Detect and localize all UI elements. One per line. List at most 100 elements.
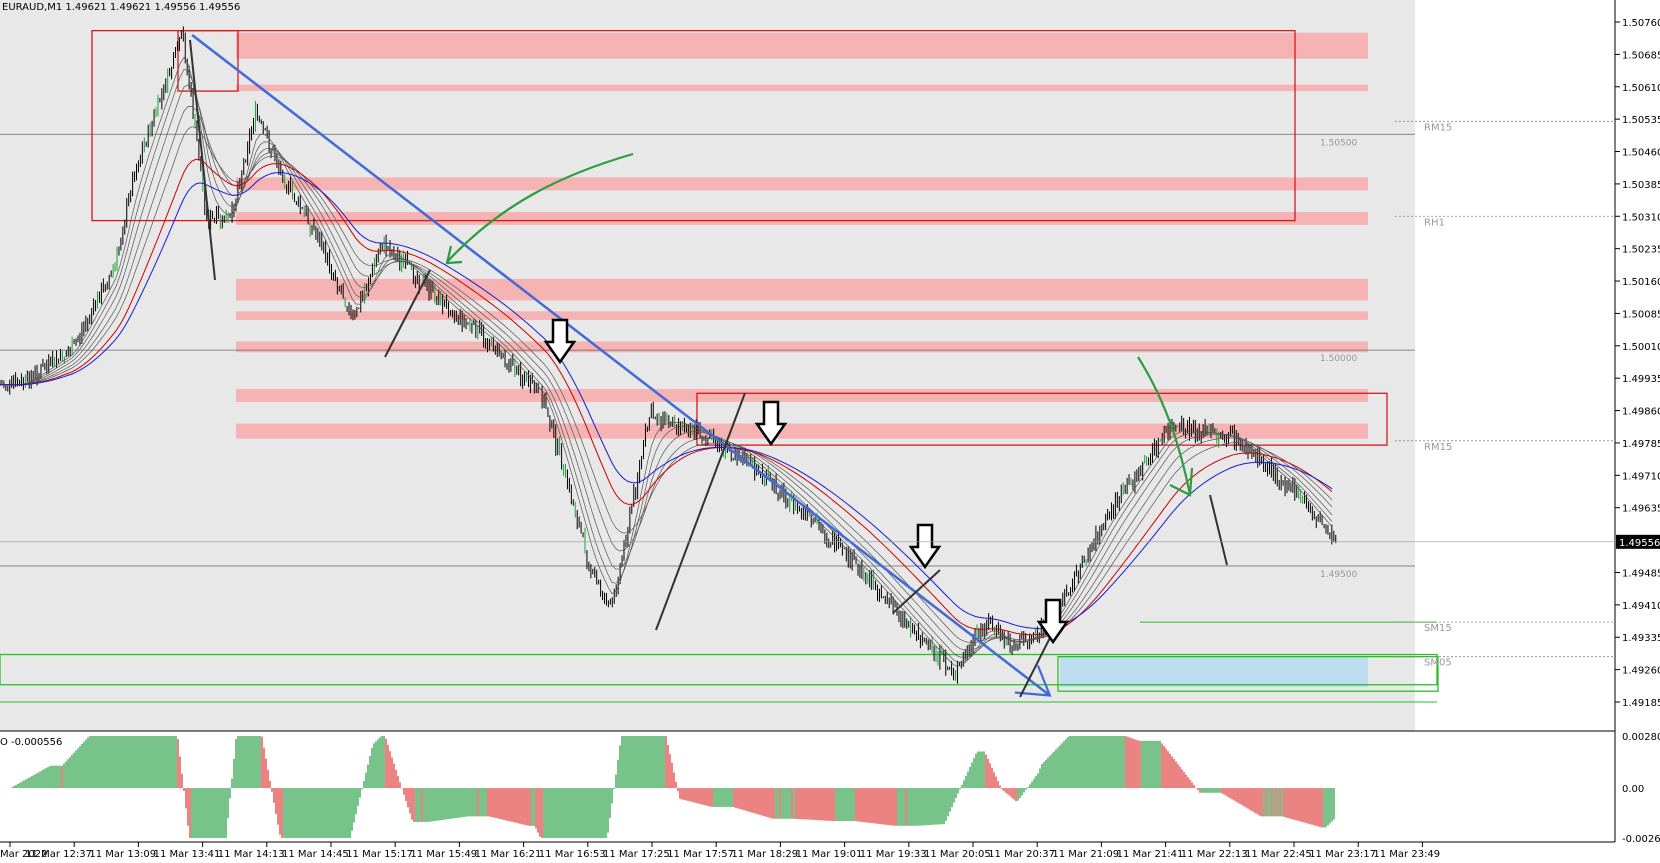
sell-arrow-icon bbox=[543, 318, 577, 365]
demand-zone bbox=[1060, 656, 1368, 687]
indicator-label: O -0.000556 bbox=[0, 737, 62, 748]
demand-zone-box bbox=[0, 653, 1438, 686]
ema-line bbox=[0, 68, 1333, 663]
price-tick-label: 1.49935 bbox=[1622, 374, 1660, 385]
price-tick-label: 1.50235 bbox=[1622, 245, 1660, 256]
price-tick-label: 1.50460 bbox=[1622, 148, 1660, 159]
swing-leg-line bbox=[892, 569, 941, 614]
indicator-tick-label: -0.002694 bbox=[1622, 834, 1660, 845]
price-tick-label: 1.49185 bbox=[1622, 698, 1660, 709]
demand-zone-box-m15 bbox=[1057, 656, 1439, 692]
indicator-tick-label: 0.002806 bbox=[1622, 732, 1660, 743]
price-tick-label: 1.49335 bbox=[1622, 633, 1660, 644]
price-tick-label: 1.49710 bbox=[1622, 471, 1660, 482]
time-tick-label: 11 Mar 14:45 bbox=[282, 849, 349, 860]
price-tick-label: 1.49410 bbox=[1622, 601, 1660, 612]
supply-zone bbox=[236, 211, 1368, 225]
price-tick-label: 1.50085 bbox=[1622, 309, 1660, 320]
time-tick-label: 11 Mar 23:49 bbox=[1373, 849, 1440, 860]
time-tick-label: 11 Mar 14:13 bbox=[218, 849, 285, 860]
awesome-oscillator: O -0.000556 0.002806 0.00 -0.002694 bbox=[0, 732, 1660, 845]
supply-zone bbox=[236, 423, 1368, 439]
price-tick-label: 1.50610 bbox=[1622, 83, 1660, 94]
round-number-label: 1.50500 bbox=[1320, 138, 1357, 148]
time-tick-label: Mar 2022 bbox=[0, 849, 48, 860]
annotation-arrowhead bbox=[1169, 467, 1194, 497]
supply-zone-box-h1 bbox=[91, 29, 1296, 222]
zone-layer bbox=[0, 29, 1439, 703]
time-tick-label: 11 Mar 15:17 bbox=[346, 849, 413, 860]
annotation-arrowhead bbox=[445, 245, 463, 265]
price-tick-label: 1.49860 bbox=[1622, 407, 1660, 418]
downtrend-line bbox=[191, 33, 1051, 697]
time-tick-label: 11 Mar 16:21 bbox=[475, 849, 542, 860]
annotation-stroke bbox=[1137, 356, 1192, 496]
time-tick-label: 11 Mar 12:37 bbox=[25, 849, 92, 860]
moving-average-ribbon bbox=[0, 56, 1333, 667]
price-plot-area bbox=[0, 0, 1415, 731]
time-tick-label: 11 Mar 21:09 bbox=[1052, 849, 1119, 860]
time-tick-label: 11 Mar 20:37 bbox=[988, 849, 1055, 860]
supply-zone bbox=[236, 388, 1368, 402]
ema-line bbox=[0, 56, 1333, 667]
drawing-layer bbox=[189, 33, 1228, 698]
time-tick-label: 11 Mar 13:09 bbox=[89, 849, 156, 860]
indicator-tick-label: 0.00 bbox=[1622, 784, 1644, 795]
supply-zone bbox=[236, 84, 1368, 92]
pivot-label: RM15 bbox=[1424, 122, 1452, 133]
time-tick-label: 11 Mar 13:41 bbox=[154, 849, 221, 860]
supply-zone bbox=[236, 32, 1368, 59]
swing-leg-line bbox=[189, 39, 216, 281]
round-number-label: 1.50000 bbox=[1320, 354, 1357, 364]
swing-leg-line bbox=[384, 269, 431, 358]
price-tick-label: 1.49635 bbox=[1622, 504, 1660, 515]
supply-zone-box-m15 bbox=[696, 392, 1388, 446]
supply-zone bbox=[236, 278, 1368, 301]
price-tick-label: 1.50685 bbox=[1622, 50, 1660, 61]
annotation-stroke bbox=[446, 152, 634, 263]
pivot-label: SM15 bbox=[1424, 623, 1452, 634]
price-tick-label: 1.50760 bbox=[1622, 18, 1660, 29]
pivot-label: RM15 bbox=[1424, 442, 1452, 453]
ema-line bbox=[0, 84, 1333, 658]
ema-blue-line bbox=[0, 171, 1333, 630]
time-tick-label: 11 Mar 18:29 bbox=[731, 849, 798, 860]
supply-zone bbox=[236, 341, 1368, 353]
supply-zone bbox=[236, 311, 1368, 320]
time-tick-label: 11 Mar 21:41 bbox=[1117, 849, 1184, 860]
price-tick-label: 1.50010 bbox=[1622, 342, 1660, 353]
time-tick-label: 11 Mar 15:49 bbox=[410, 849, 477, 860]
time-tick-label: 11 Mar 23:17 bbox=[1309, 849, 1376, 860]
price-tick-label: 1.49485 bbox=[1622, 568, 1660, 579]
pivot-label: RH1 bbox=[1424, 217, 1445, 228]
price-tick-label: 1.50310 bbox=[1622, 212, 1660, 223]
level-layer: RM15 RH1 RM15 SM15 SM05 1.50500 1.50000 1.49500 bbox=[0, 120, 1615, 669]
round-number-label: 1.49500 bbox=[1320, 570, 1357, 580]
sell-arrow-icon bbox=[754, 400, 788, 447]
price-tick-label: 1.49785 bbox=[1622, 439, 1660, 450]
price-tick-label: 1.50160 bbox=[1622, 277, 1660, 288]
current-price-label: 1.49556 bbox=[1619, 538, 1660, 549]
swing-leg-line bbox=[1209, 494, 1228, 566]
pivot-label: SM05 bbox=[1424, 658, 1452, 669]
current-price-badge bbox=[1616, 534, 1660, 549]
time-tick-label: 11 Mar 16:53 bbox=[539, 849, 606, 860]
time-tick-label: 11 Mar 19:33 bbox=[860, 849, 927, 860]
price-tick-label: 1.50535 bbox=[1622, 115, 1660, 126]
time-tick-label: 11 Mar 22:13 bbox=[1181, 849, 1248, 860]
time-tick-label: 11 Mar 17:57 bbox=[667, 849, 734, 860]
ema-red-line bbox=[0, 158, 1333, 636]
supply-zone-box-small bbox=[177, 29, 239, 92]
price-tick-label: 1.49260 bbox=[1622, 666, 1660, 677]
symbol-info: EURAUD,M1 1.49621 1.49621 1.49556 1.4955… bbox=[2, 2, 240, 13]
sell-arrow-icon bbox=[908, 523, 942, 570]
trend-arrowhead bbox=[1014, 665, 1052, 697]
price-tick-label: 1.50385 bbox=[1622, 180, 1660, 191]
time-tick-label: 11 Mar 20:05 bbox=[924, 849, 991, 860]
time-tick-label: 11 Mar 17:25 bbox=[603, 849, 670, 860]
price-axis: 1.50760 1.50685 1.50610 1.50535 1.50460 1.503… bbox=[0, 18, 1660, 709]
supply-zone bbox=[236, 177, 1368, 191]
time-tick-label: 11 Mar 19:01 bbox=[796, 849, 863, 860]
